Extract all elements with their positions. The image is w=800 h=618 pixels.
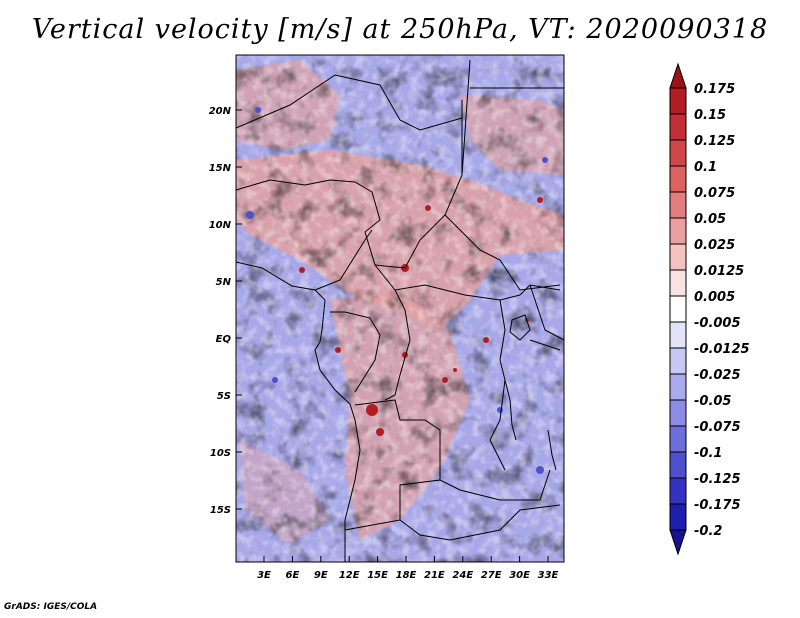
colorbar-max-arrow: [669, 62, 687, 89]
colorbar-box: [669, 451, 687, 479]
cameroon-border: [314, 229, 373, 291]
lat-tick-label: 10S: [210, 448, 231, 459]
lon-tick-label: 6E: [286, 570, 300, 581]
lon-tick-label: 21E: [424, 570, 445, 581]
lon-tick-label: 3E: [257, 570, 271, 581]
lat-tick-label: 10N: [209, 220, 232, 231]
zambia-border: [439, 469, 551, 501]
colorbar-label: -0.0125: [694, 342, 750, 357]
colorbar-box: [669, 399, 687, 427]
colorbar-box: [669, 139, 687, 167]
colorbar-label: 0.025: [694, 238, 735, 253]
colorbar-box: [669, 503, 687, 531]
lon-tick-label: 15E: [367, 570, 388, 581]
colorbar-label: -0.025: [694, 368, 741, 383]
coastline: [235, 261, 361, 562]
colorbar-box: [669, 295, 687, 323]
colorbar-box: [669, 165, 687, 193]
colorbar-box: [669, 321, 687, 349]
colorbar-label: 0.125: [694, 134, 735, 149]
colorbar-box: [669, 269, 687, 297]
lat-tick-label: 15N: [209, 163, 232, 174]
lat-tick-label: EQ: [216, 334, 232, 345]
colorbar-label: 0.05: [694, 212, 726, 227]
colorbar-box: [669, 217, 687, 245]
lat-tick-label: 15S: [210, 505, 231, 516]
colorbar-box: [669, 477, 687, 505]
colorbar-label: 0.1: [694, 160, 717, 175]
colorbar-label: 0.005: [694, 290, 735, 305]
colorbar-box: [669, 113, 687, 141]
colorbar-label: -0.175: [694, 498, 741, 513]
colorbar-box: [669, 243, 687, 271]
angola-border: [344, 399, 441, 531]
lon-tick-label: 18E: [396, 570, 417, 581]
lon-tick-label: 27E: [481, 570, 502, 581]
colorbar-label: -0.2: [694, 524, 722, 539]
colorbar-label: 0.175: [694, 82, 735, 97]
colorbar-label: -0.075: [694, 420, 741, 435]
colorbar-label: -0.05: [694, 394, 731, 409]
strong-downdraft-cells: [246, 107, 548, 474]
colorbar-label: -0.005: [694, 316, 741, 331]
lon-tick-label: 24E: [452, 570, 473, 581]
car-border: [374, 264, 521, 301]
colorbar-label: 0.075: [694, 186, 735, 201]
congo-border: [330, 311, 381, 393]
lat-tick-label: 20N: [209, 106, 232, 117]
colorbar-box: [669, 87, 687, 115]
colorbar-box: [669, 347, 687, 375]
latitude-axis: 20N 15N 10N 5N EQ 5S 10S 15S: [209, 106, 242, 516]
chad-nigeria-border: [235, 179, 373, 193]
lat-tick-label: 5S: [217, 391, 231, 402]
lon-tick-label: 12E: [339, 570, 360, 581]
colorbar-label: -0.1: [694, 446, 722, 461]
lon-tick-label: 30E: [509, 570, 530, 581]
drc-border: [384, 289, 411, 401]
colorbar-label: 0.15: [694, 108, 726, 123]
sudan-border: [444, 214, 561, 291]
colorbar-box: [669, 191, 687, 219]
longitude-axis: 3E 6E 9E 12E 15E 18E 21E 24E 27E 30E 33E: [257, 556, 559, 581]
east-africa-border: [519, 284, 565, 351]
lon-tick-label: 9E: [314, 570, 328, 581]
colorbar-label: -0.125: [694, 472, 741, 487]
chad-border: [364, 174, 463, 269]
colorbar-min-arrow: [669, 529, 687, 556]
lake-tanganyika: [504, 379, 517, 441]
niger-algeria-border: [235, 74, 463, 131]
colorbar: 0.175 0.15 0.125 0.1 0.075 0.05 0.025 0.0125 0.0…: [669, 62, 750, 556]
map-frame: [235, 54, 565, 563]
lon-tick-label: 33E: [538, 570, 559, 581]
chart-title: Vertical velocity [m/s] at 250hPa, VT: 2…: [31, 14, 769, 45]
map-panel: [236, 55, 564, 562]
speckle-texture-fine: [236, 55, 564, 562]
grads-credit: GrADS: IGES/COLA: [4, 602, 98, 612]
lake-victoria: [509, 314, 531, 341]
colorbar-box: [669, 373, 687, 401]
lake-malawi: [547, 429, 557, 471]
drc-east-border: [489, 299, 506, 471]
southern-border: [399, 504, 561, 541]
lat-tick-label: 5N: [216, 277, 232, 288]
borders: [235, 59, 565, 562]
colorbar-box: [669, 425, 687, 453]
colorbar-label: 0.0125: [694, 264, 744, 279]
